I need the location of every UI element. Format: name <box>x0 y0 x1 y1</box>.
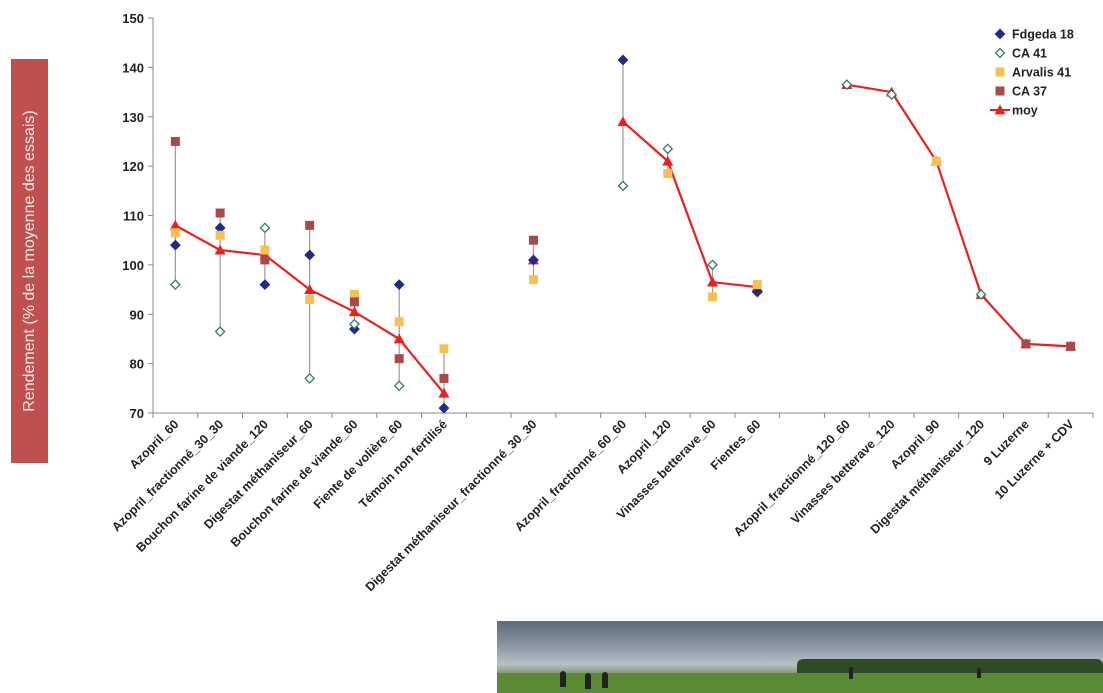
x-tick-label: Fiente de volière_60 <box>311 417 405 511</box>
point-ca-41 <box>259 222 271 234</box>
y-tick-label: 140 <box>122 60 144 75</box>
moy-line <box>846 83 1071 348</box>
field-photo <box>497 621 1103 693</box>
point-ca-41 <box>707 259 718 271</box>
photo-treeline <box>797 659 1103 673</box>
point-arvalis-41 <box>752 280 762 290</box>
legend-swatch <box>994 28 1006 40</box>
point-ca-41 <box>304 373 316 384</box>
point-arvalis-41 <box>260 245 270 255</box>
photo-person <box>602 672 608 688</box>
point-ca-41 <box>841 79 853 91</box>
point-fdgeda-18 <box>617 54 629 66</box>
x-tick-label: Témoin non fertilisé <box>356 417 450 511</box>
point-ca-41 <box>169 279 181 291</box>
point-ca-37 <box>215 208 225 218</box>
point-fdgeda-18 <box>751 286 763 298</box>
legend-swatch <box>995 67 1005 77</box>
point-moy <box>348 306 360 317</box>
point-ca-37 <box>1066 341 1076 351</box>
point-arvalis-41 <box>708 292 718 302</box>
y-tick-label: 90 <box>130 307 144 322</box>
point-ca-41 <box>975 289 987 300</box>
photo-person <box>585 673 591 689</box>
point-moy <box>617 116 629 127</box>
point-arvalis-41 <box>663 169 673 179</box>
legend-label: Arvalis 41 <box>1012 66 1071 80</box>
point-ca-37 <box>439 373 449 383</box>
point-arvalis-41 <box>439 344 449 354</box>
point-moy <box>438 387 450 398</box>
x-tick-label: 10 Luzerne + CDV <box>992 417 1077 502</box>
point-ca-37 <box>394 354 404 364</box>
point-fdgeda-18 <box>169 239 181 251</box>
point-ca-37 <box>1021 339 1031 349</box>
point-fdgeda-18 <box>393 279 405 291</box>
moy-line <box>622 120 758 289</box>
photo-person <box>849 667 853 679</box>
point-arvalis-41 <box>349 290 359 299</box>
point-ca-41 <box>886 89 897 100</box>
point-ca-37 <box>528 235 538 245</box>
legend-label: CA 37 <box>1012 85 1047 99</box>
point-moy <box>214 244 226 255</box>
y-tick-label: 100 <box>122 258 144 273</box>
point-ca-41 <box>214 326 226 337</box>
point-ca-41 <box>617 180 629 192</box>
legend-swatch <box>994 104 1006 115</box>
point-ca-41 <box>349 318 360 330</box>
point-ca-37 <box>349 297 359 307</box>
point-ca-37 <box>260 255 270 265</box>
x-tick-label: Digestat méthaniseur_fractionné_30_30 <box>363 417 540 594</box>
point-arvalis-41 <box>215 230 225 240</box>
point-arvalis-41 <box>170 228 180 238</box>
point-ca-41 <box>662 143 674 155</box>
point-fdgeda-18 <box>438 402 450 414</box>
photo-person <box>560 671 566 687</box>
legend-label: Fdgeda 18 <box>1012 28 1074 42</box>
legend-label: CA 41 <box>1012 47 1047 61</box>
y-tick-label: 70 <box>130 406 144 421</box>
point-ca-37 <box>305 220 315 230</box>
y-axis-label: Rendement (% de la moyenne des essais) <box>11 59 48 463</box>
point-arvalis-41 <box>528 275 538 285</box>
point-ca-41 <box>393 380 405 392</box>
legend-swatch <box>995 86 1005 96</box>
y-tick-label: 120 <box>122 159 144 174</box>
photo-person <box>977 668 981 678</box>
point-moy <box>662 155 674 166</box>
point-fdgeda-18 <box>259 279 271 291</box>
point-fdgeda-18 <box>528 254 539 266</box>
point-fdgeda-18 <box>304 249 316 261</box>
y-tick-label: 130 <box>122 110 144 125</box>
y-tick-label: 80 <box>130 357 144 372</box>
point-arvalis-41 <box>394 317 404 327</box>
point-moy <box>304 284 316 294</box>
point-moy <box>393 333 405 344</box>
point-ca-37 <box>170 136 180 146</box>
point-moy <box>169 219 181 230</box>
point-moy <box>707 276 719 287</box>
legend-swatch <box>994 47 1006 59</box>
legend-label: moy <box>1012 104 1038 118</box>
point-arvalis-41 <box>305 294 315 304</box>
photo-field <box>497 673 1103 693</box>
y-tick-label: 150 <box>122 11 144 26</box>
y-tick-label: 110 <box>123 209 144 224</box>
point-arvalis-41 <box>931 156 941 166</box>
